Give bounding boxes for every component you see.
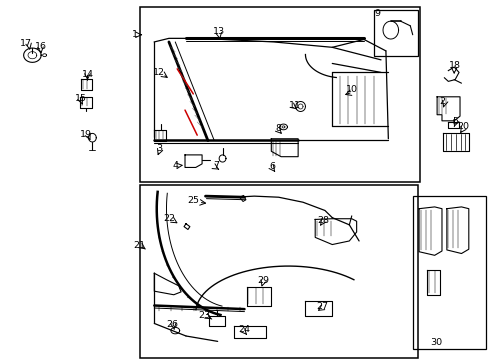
Text: 8: 8 bbox=[275, 124, 281, 133]
Text: 9: 9 bbox=[374, 9, 380, 18]
Text: 20: 20 bbox=[456, 122, 468, 131]
Text: 7: 7 bbox=[213, 161, 219, 170]
Text: 22: 22 bbox=[163, 214, 175, 223]
Text: 11: 11 bbox=[288, 101, 300, 110]
Text: 29: 29 bbox=[257, 276, 268, 285]
Text: 1: 1 bbox=[132, 30, 138, 39]
Text: 26: 26 bbox=[166, 320, 178, 329]
Text: 19: 19 bbox=[80, 130, 92, 139]
Text: 18: 18 bbox=[448, 62, 460, 71]
Text: 4: 4 bbox=[172, 161, 178, 170]
Bar bbox=[373, 10, 417, 56]
Text: 2: 2 bbox=[439, 97, 445, 106]
Text: 15: 15 bbox=[75, 94, 87, 103]
Bar bbox=[140, 185, 417, 357]
Text: 3: 3 bbox=[156, 144, 163, 153]
Bar bbox=[140, 7, 419, 182]
Text: 10: 10 bbox=[345, 85, 357, 94]
Text: 6: 6 bbox=[269, 162, 275, 171]
Text: 28: 28 bbox=[317, 216, 329, 225]
Text: 21: 21 bbox=[133, 241, 145, 250]
Bar bbox=[412, 196, 485, 348]
Text: 24: 24 bbox=[238, 325, 250, 334]
Text: 17: 17 bbox=[20, 39, 32, 48]
Text: 27: 27 bbox=[316, 302, 328, 311]
Text: 16: 16 bbox=[35, 42, 46, 51]
Text: 5: 5 bbox=[451, 117, 457, 126]
Text: 12: 12 bbox=[153, 68, 165, 77]
Text: 25: 25 bbox=[187, 196, 200, 205]
Text: 13: 13 bbox=[213, 27, 225, 36]
Text: 14: 14 bbox=[81, 70, 93, 79]
Text: 23: 23 bbox=[198, 311, 210, 320]
Text: 30: 30 bbox=[429, 338, 441, 347]
